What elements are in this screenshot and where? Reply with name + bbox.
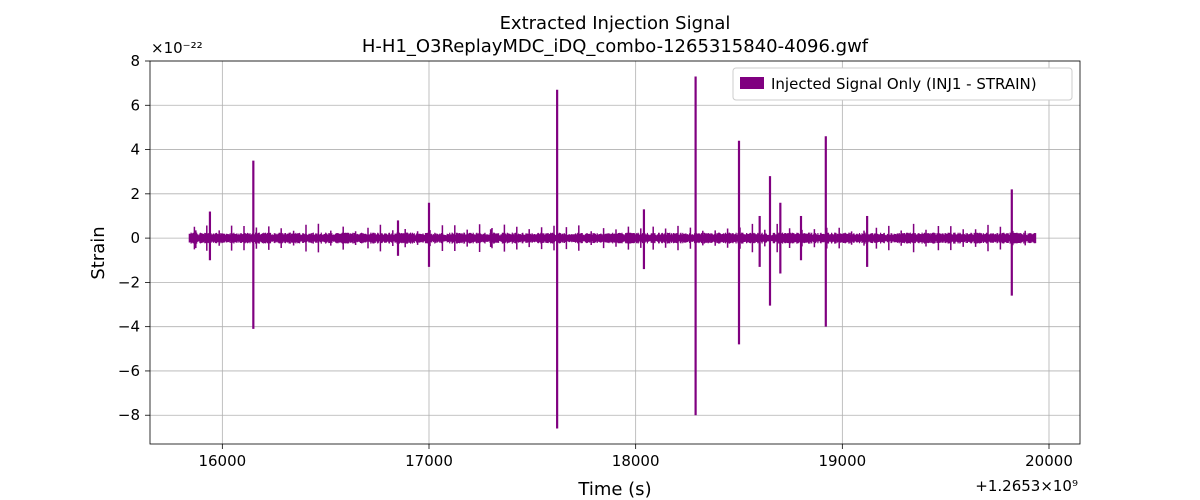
x-tick-label: 17000 bbox=[405, 452, 453, 470]
signal-baseline bbox=[188, 232, 1037, 244]
y-tick-label: 4 bbox=[130, 141, 140, 159]
y-scale-label: ×10⁻²² bbox=[151, 39, 203, 57]
legend-box bbox=[732, 67, 1073, 101]
y-tick-label: −2 bbox=[118, 273, 140, 291]
y-tick-label: 8 bbox=[130, 52, 140, 70]
y-tick-label: 2 bbox=[130, 185, 140, 203]
legend-label: Injected Signal Only (INJ1 - STRAIN) bbox=[771, 75, 1037, 93]
plot-frame bbox=[149, 60, 1081, 445]
y-tick-label: −8 bbox=[118, 406, 140, 424]
x-tick-label: 19000 bbox=[818, 452, 866, 470]
x-tick-label: 18000 bbox=[612, 452, 660, 470]
y-tick-label: 6 bbox=[130, 96, 140, 114]
y-tick-label: 0 bbox=[130, 229, 140, 247]
plot-area bbox=[188, 76, 1037, 429]
x-axis-label: Time (s) bbox=[577, 479, 651, 500]
x-offset-label: +1.2653×10⁹ bbox=[975, 477, 1078, 495]
y-axis-label: Strain bbox=[88, 226, 109, 279]
grid bbox=[150, 60, 1080, 444]
y-tick-label: −6 bbox=[118, 362, 140, 380]
x-tick-label: 16000 bbox=[198, 452, 246, 470]
legend: Injected Signal Only (INJ1 - STRAIN) bbox=[732, 67, 1073, 101]
y-tick-label: −4 bbox=[118, 318, 140, 336]
chart-title: Extracted Injection Signal bbox=[500, 13, 731, 34]
axis-ticks: 16000 17000 18000 19000 20000 −8 −6 −4 −2 0 2 4 6 8 bbox=[118, 52, 1073, 470]
x-tick-label: 20000 bbox=[1025, 452, 1073, 470]
chart-subtitle: H-H1_O3ReplayMDC_iDQ_combo-1265315840-40… bbox=[362, 36, 869, 57]
legend-swatch bbox=[740, 77, 764, 89]
